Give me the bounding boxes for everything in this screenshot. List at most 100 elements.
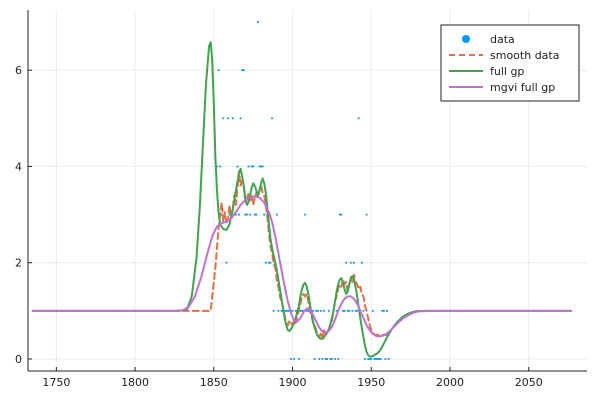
data-point xyxy=(285,309,288,312)
data-point xyxy=(299,309,302,312)
data-point xyxy=(386,309,388,312)
x-tick-label: 2050 xyxy=(515,376,543,389)
data-point xyxy=(219,165,222,168)
data-point xyxy=(349,261,352,264)
data-point xyxy=(345,261,347,264)
data-point xyxy=(346,309,349,312)
data-point xyxy=(318,358,321,360)
data-point xyxy=(327,309,330,312)
data-point xyxy=(334,358,336,360)
plot-series xyxy=(31,21,573,360)
data-point xyxy=(364,358,366,360)
data-point xyxy=(304,213,307,216)
data-point xyxy=(348,309,351,312)
data-point xyxy=(384,358,387,360)
data-point xyxy=(373,358,376,360)
data-point xyxy=(263,213,266,216)
data-point xyxy=(234,213,237,216)
legend-label: smooth data xyxy=(490,49,559,62)
data-point xyxy=(239,117,242,120)
data-point xyxy=(250,165,253,168)
data-point xyxy=(326,358,329,360)
data-point xyxy=(253,213,256,216)
data-point xyxy=(313,358,316,360)
data-point xyxy=(244,213,247,216)
legend: data smooth data full gp mgvi full gp xyxy=(440,24,580,102)
y-tick-label: 2 xyxy=(15,257,22,270)
x-tick-label: 1800 xyxy=(121,376,149,389)
series-line-mgvi-full-gp xyxy=(31,195,573,338)
data-point xyxy=(291,309,294,312)
y-tick-label: 0 xyxy=(15,353,22,366)
data-point xyxy=(222,117,225,120)
y-tick-label: 6 xyxy=(15,64,22,77)
data-point xyxy=(370,358,373,360)
x-tick-label: 2000 xyxy=(436,376,464,389)
axes: 1750 1800 1850 1900 1950 2000 2050 0 2 4 6 xyxy=(15,10,587,389)
data-point xyxy=(297,358,300,360)
data-point xyxy=(231,117,234,120)
data-point xyxy=(283,309,286,312)
x-tick-label: 1850 xyxy=(200,376,228,389)
data-point xyxy=(321,358,324,360)
data-point xyxy=(220,213,223,216)
x-tick-label: 1900 xyxy=(279,376,307,389)
data-point xyxy=(376,358,379,360)
data-point xyxy=(245,213,248,216)
data-point xyxy=(375,358,377,360)
data-point xyxy=(272,309,275,312)
data-point xyxy=(249,213,251,216)
legend-label: mgvi full gp xyxy=(490,81,555,94)
data-point xyxy=(342,309,344,312)
data-point xyxy=(371,309,374,312)
legend-label: full gp xyxy=(490,65,524,78)
data-point xyxy=(293,358,296,360)
data-point xyxy=(268,261,270,264)
data-point xyxy=(261,165,264,168)
data-point xyxy=(382,309,385,312)
data-point xyxy=(225,261,228,264)
data-point xyxy=(368,358,371,360)
data-point xyxy=(356,309,359,312)
data-point xyxy=(275,213,278,216)
data-point xyxy=(252,165,255,168)
data-point xyxy=(315,309,318,312)
data-point xyxy=(305,309,308,312)
data-point xyxy=(269,261,272,264)
data-point xyxy=(381,309,384,312)
data-point xyxy=(238,213,240,216)
legend-label: data xyxy=(490,33,515,46)
data-point xyxy=(260,165,262,168)
data-point xyxy=(319,309,322,312)
data-point xyxy=(362,309,365,312)
x-tick-label: 1950 xyxy=(357,376,385,389)
data-point xyxy=(217,69,220,72)
data-point xyxy=(271,117,273,120)
data-point xyxy=(378,358,381,360)
data-point xyxy=(324,358,327,360)
data-point xyxy=(301,309,303,312)
data-point xyxy=(329,358,332,360)
legend-marker-data xyxy=(462,35,470,43)
data-point xyxy=(340,213,343,216)
data-point xyxy=(323,309,325,312)
data-point xyxy=(379,358,382,360)
series-line-smooth-data xyxy=(31,170,390,339)
data-point xyxy=(343,309,346,312)
data-point xyxy=(307,309,310,312)
data-point xyxy=(357,117,360,120)
data-point xyxy=(227,117,229,120)
data-point xyxy=(387,358,390,360)
data-point xyxy=(228,213,231,216)
data-point xyxy=(360,261,363,264)
data-point xyxy=(367,358,370,360)
data-point xyxy=(337,358,340,360)
data-point xyxy=(242,69,245,72)
data-point xyxy=(256,21,259,23)
data-point xyxy=(316,309,319,312)
data-point xyxy=(354,309,357,312)
data-point xyxy=(312,309,314,312)
data-point xyxy=(294,309,297,312)
data-point xyxy=(280,309,283,312)
y-tick-label: 4 xyxy=(15,160,22,173)
